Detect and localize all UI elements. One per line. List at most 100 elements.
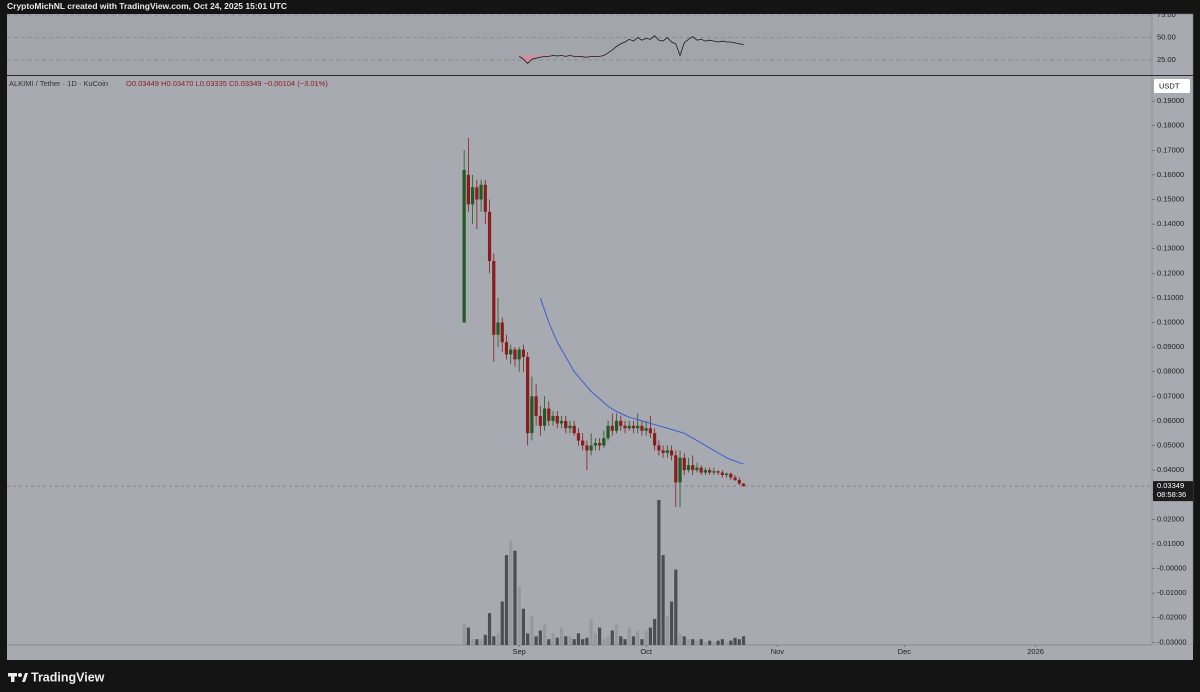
volume-bar — [720, 639, 724, 645]
x-tick-label: Dec — [898, 647, 912, 656]
header: CryptoMichNL created with TradingView.co… — [7, 1, 287, 11]
logo — [8, 673, 28, 682]
volume-bar — [542, 624, 547, 645]
volume-bar — [614, 624, 619, 645]
y-tick-label: 0.14000 — [1157, 219, 1184, 228]
candle-body — [479, 184, 483, 200]
candle-body — [530, 396, 534, 434]
volume-bar — [606, 636, 610, 645]
candle-body — [585, 445, 589, 451]
volume-bar — [538, 630, 542, 645]
volume-bar — [665, 616, 669, 645]
volume-bar — [640, 639, 644, 645]
volume-bar — [682, 636, 686, 645]
volume-bar — [636, 630, 640, 645]
volume-bar — [703, 642, 708, 645]
y-tick-label: -0.02000 — [1157, 613, 1187, 622]
volume-bar — [593, 633, 597, 645]
candle-body — [678, 457, 682, 483]
volume-bar — [564, 636, 568, 645]
candle-body — [572, 425, 576, 434]
candle-body — [462, 169, 466, 323]
volume-bar — [644, 630, 648, 645]
currency: USDT — [1159, 81, 1180, 90]
volume-bar — [521, 608, 526, 645]
volume-bar — [568, 636, 572, 645]
candle-body — [555, 415, 559, 424]
candle-body — [627, 425, 631, 429]
candle-body — [466, 174, 470, 205]
volume-bar — [585, 637, 589, 645]
volume-bar — [487, 613, 492, 645]
volume-bar — [526, 633, 530, 645]
y-tick-label: 0.05000 — [1157, 440, 1184, 449]
candle-body — [686, 465, 691, 471]
volume-bar — [610, 630, 614, 645]
y-tick-label: 0.15000 — [1157, 194, 1184, 203]
y-tick-label: 0.04000 — [1157, 465, 1184, 474]
candle-body — [699, 467, 703, 473]
volume-bar — [466, 627, 470, 645]
volume-bar — [631, 636, 636, 645]
candle-body — [517, 349, 521, 360]
candle-body — [691, 465, 695, 471]
candle-body — [703, 470, 708, 473]
candle-body — [695, 467, 699, 471]
volume-bar — [708, 640, 712, 645]
candle-body — [483, 184, 487, 212]
candle-body — [729, 473, 733, 478]
volume-bar — [699, 639, 703, 645]
candle-body — [674, 455, 678, 483]
last-price-label: 0.03349 — [1157, 481, 1184, 490]
x-tick-label: 2026 — [1027, 647, 1044, 656]
candle-body — [606, 425, 610, 439]
volume-bar — [509, 540, 513, 645]
y-tick-label: -0.01000 — [1157, 588, 1187, 597]
volume-bar — [471, 639, 475, 645]
volume-bar — [534, 636, 538, 645]
volume-bar — [559, 627, 564, 645]
y-tick-label: -0.00000 — [1157, 563, 1187, 572]
y-tick-label: 0.16000 — [1157, 170, 1184, 179]
y-tick-label: 0.11000 — [1157, 293, 1184, 302]
volume-bar — [724, 642, 729, 645]
currency-box — [1154, 79, 1190, 93]
candle-body — [500, 322, 504, 343]
y-tick-label: 0.18000 — [1157, 121, 1184, 130]
ohlc-label: O0.03449 H0.03470 L0.03335 C0.03349 −0.0… — [126, 79, 328, 88]
candle-body — [737, 479, 741, 484]
candle-body — [657, 445, 661, 451]
volume-bar — [695, 640, 699, 645]
candle-body — [492, 260, 496, 335]
candle-body — [733, 477, 737, 480]
candle-body — [598, 443, 602, 446]
candle-body — [526, 356, 530, 434]
x-tick-label: Nov — [771, 647, 785, 656]
volume-bar — [462, 623, 466, 645]
candle-body — [602, 438, 606, 446]
price-pane — [7, 76, 1152, 645]
candle-body — [496, 322, 500, 335]
volume-bar — [551, 633, 555, 645]
y-tick-label: 0.06000 — [1157, 416, 1184, 425]
candle-body — [720, 472, 724, 476]
volume-bar — [733, 637, 737, 645]
x-tick-label: Sep — [513, 647, 526, 656]
volume-bar — [589, 618, 593, 645]
candle-body — [487, 211, 492, 261]
rsi-line — [518, 35, 744, 65]
candle-body — [640, 425, 644, 431]
volume-bar — [619, 636, 623, 645]
candle-body — [644, 428, 648, 431]
candle-body — [712, 471, 716, 473]
candle-body — [581, 440, 585, 446]
y-tick-label: -0.03000 — [1157, 637, 1187, 646]
volume-bar — [483, 634, 487, 645]
candle-body — [614, 420, 619, 431]
candle-body — [504, 342, 509, 355]
volume-bar — [500, 601, 504, 645]
volume-bar — [623, 639, 627, 645]
countdown: 08:58:36 — [1157, 490, 1186, 499]
candle-body — [475, 187, 479, 200]
